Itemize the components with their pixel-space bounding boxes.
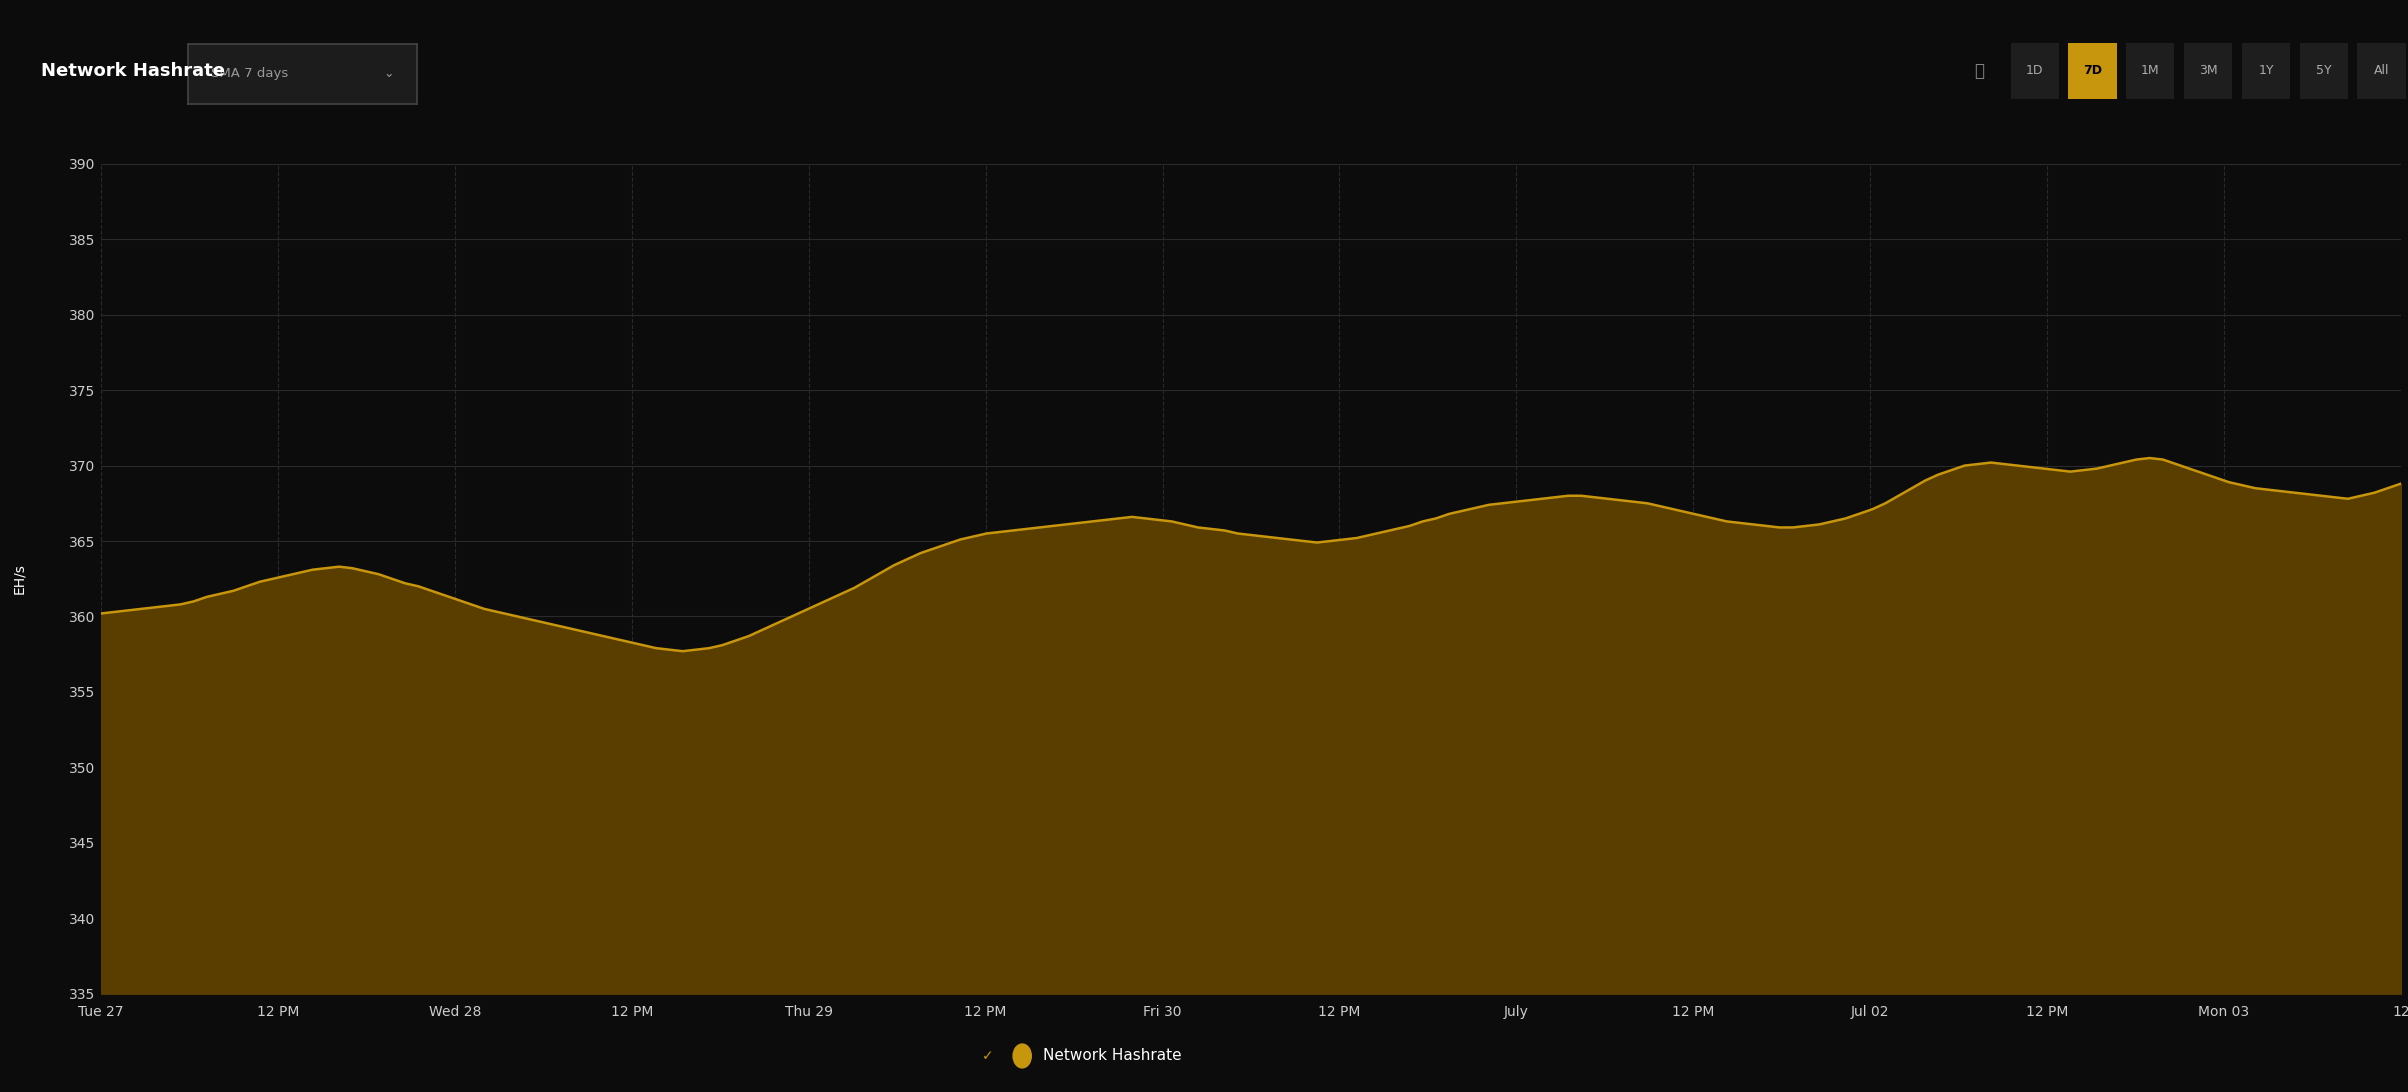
Circle shape	[1014, 1044, 1031, 1068]
Text: EH/s: EH/s	[12, 563, 26, 594]
Text: SMA 7 days: SMA 7 days	[212, 68, 289, 80]
Text: All: All	[2374, 64, 2389, 78]
Text: 1Y: 1Y	[2259, 64, 2273, 78]
Text: Network Hashrate: Network Hashrate	[1043, 1048, 1182, 1064]
Text: ✓: ✓	[982, 1049, 992, 1063]
Text: ⤢: ⤢	[1975, 62, 1984, 80]
Text: Network Hashrate: Network Hashrate	[41, 62, 224, 80]
Text: 1D: 1D	[2025, 64, 2044, 78]
Text: 1M: 1M	[2141, 64, 2160, 78]
Text: 3M: 3M	[2199, 64, 2218, 78]
Text: 5Y: 5Y	[2316, 64, 2331, 78]
Text: 7D: 7D	[2083, 64, 2102, 78]
Text: ⌄: ⌄	[383, 68, 395, 80]
